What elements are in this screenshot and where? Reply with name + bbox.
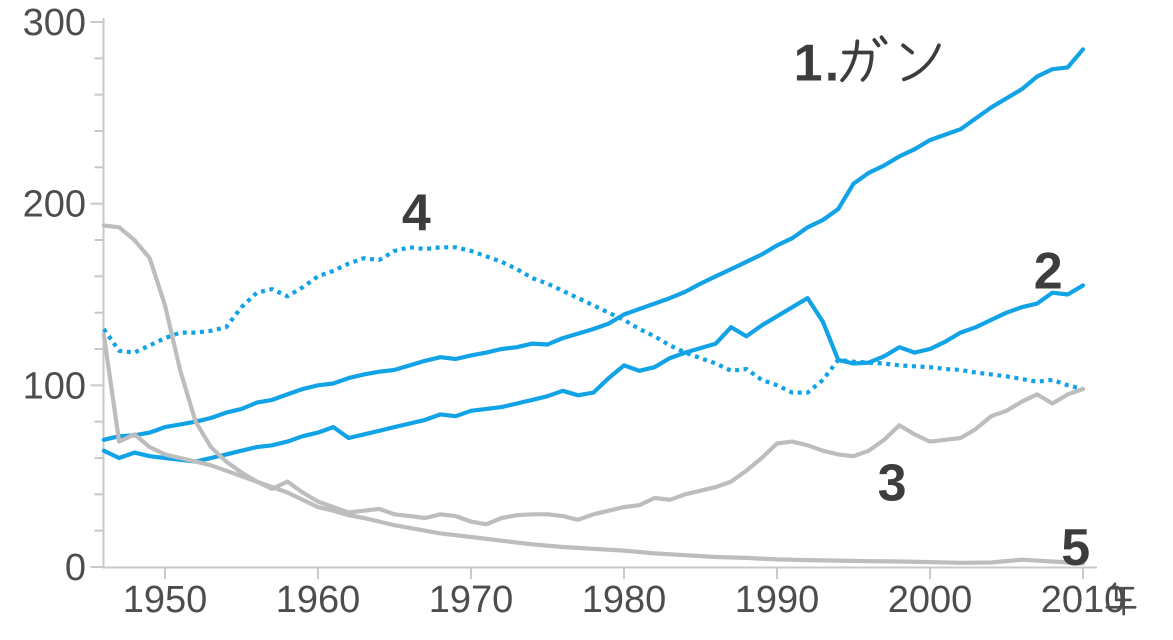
svg-text:2: 2 [1034,243,1063,301]
series-line-5 [101,223,1086,566]
y-axis-tick-label: 200 [23,184,86,226]
svg-text:.: . [825,35,839,93]
x-axis-tick-label: 1990 [735,579,820,621]
svg-text:1: 1 [794,35,823,93]
series-label: 1. [794,35,941,93]
x-axis-tick-label: 1970 [429,579,514,621]
series-line-2 [101,283,1086,464]
y-axis-tick-label: 100 [23,365,86,407]
series-label: 4 [402,185,431,243]
y-axis-tick-label: 0 [65,547,86,589]
series-label: 3 [878,454,907,512]
svg-text:3: 3 [878,454,907,512]
series-label: 2 [1034,243,1063,301]
x-axis-unit-label [1105,582,1137,616]
x-axis-tick-label: 2010 [1041,579,1126,621]
series-line-4 [102,245,1084,395]
svg-text:4: 4 [402,185,431,243]
series-line-1 [101,47,1086,442]
y-axis-tick-label: 300 [23,2,86,44]
x-axis-tick-label: 1960 [276,579,361,621]
series-label: 5 [1061,519,1090,577]
x-axis-tick-label: 1950 [123,579,208,621]
svg-text:5: 5 [1061,519,1090,577]
series-line-3 [101,332,1086,527]
x-axis-tick-label: 2000 [888,579,973,621]
x-axis-tick-label: 1980 [582,579,667,621]
